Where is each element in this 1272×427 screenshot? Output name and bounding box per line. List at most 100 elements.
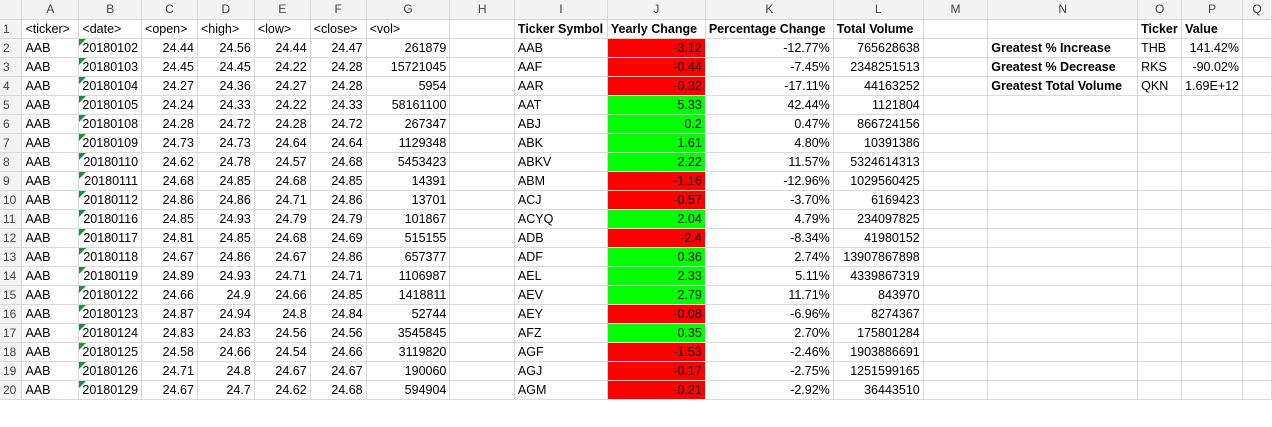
- number-cell[interactable]: 24.28: [141, 114, 198, 134]
- row-header[interactable]: 14: [0, 266, 23, 286]
- total-volume-cell[interactable]: 36443510: [833, 380, 924, 400]
- percentage-change-cell[interactable]: -2.92%: [705, 380, 834, 400]
- empty-cell[interactable]: [1242, 114, 1272, 134]
- yearly-change-cell[interactable]: 0.36: [607, 247, 706, 267]
- total-volume-cell[interactable]: 4339867319: [833, 266, 924, 286]
- empty-cell[interactable]: [1181, 285, 1243, 305]
- number-cell[interactable]: 3119820: [366, 342, 451, 362]
- percentage-change-cell[interactable]: -17.11%: [705, 76, 834, 96]
- empty-cell[interactable]: [1137, 152, 1183, 172]
- number-cell[interactable]: 24.79: [254, 209, 311, 229]
- ticker-cell[interactable]: AAB: [21, 380, 80, 400]
- empty-cell[interactable]: [923, 76, 989, 96]
- greatest-label-cell[interactable]: Greatest % Decrease: [987, 57, 1139, 77]
- number-cell[interactable]: 24.67: [254, 361, 311, 381]
- empty-cell[interactable]: [449, 114, 515, 134]
- empty-cell[interactable]: [1137, 304, 1183, 324]
- number-cell[interactable]: 24.33: [197, 95, 255, 115]
- column-header-b[interactable]: B: [78, 0, 143, 20]
- ticker-symbol-cell[interactable]: AFZ: [514, 323, 608, 343]
- percentage-change-cell[interactable]: 42.44%: [705, 95, 834, 115]
- empty-cell[interactable]: [923, 380, 989, 400]
- number-cell[interactable]: 5453423: [366, 152, 451, 172]
- number-cell[interactable]: 1129348: [366, 133, 451, 153]
- row-header[interactable]: 5: [0, 95, 23, 115]
- empty-cell[interactable]: [1181, 95, 1243, 115]
- number-cell[interactable]: 24.27: [141, 76, 198, 96]
- percentage-change-cell[interactable]: 4.79%: [705, 209, 834, 229]
- percentage-change-cell[interactable]: -2.46%: [705, 342, 834, 362]
- empty-cell[interactable]: [1181, 190, 1243, 210]
- column-header-d[interactable]: D: [197, 0, 255, 20]
- percentage-change-cell[interactable]: 0.47%: [705, 114, 834, 134]
- number-cell[interactable]: 261879: [366, 38, 451, 58]
- percentage-change-cell[interactable]: 11.71%: [705, 285, 834, 305]
- empty-cell[interactable]: [1242, 57, 1272, 77]
- number-cell[interactable]: 24.7: [197, 380, 255, 400]
- total-volume-cell[interactable]: 234097825: [833, 209, 924, 229]
- percentage-change-cell[interactable]: 5.11%: [705, 266, 834, 286]
- empty-cell[interactable]: [1242, 247, 1272, 267]
- empty-cell[interactable]: [1242, 133, 1272, 153]
- empty-cell[interactable]: [923, 171, 989, 191]
- date-cell[interactable]: 20180103: [78, 57, 143, 77]
- column-header-l[interactable]: L: [833, 0, 924, 20]
- empty-cell[interactable]: [449, 133, 515, 153]
- number-cell[interactable]: 24.67: [254, 247, 311, 267]
- empty-cell[interactable]: [923, 152, 989, 172]
- ticker-cell[interactable]: AAB: [21, 171, 80, 191]
- number-cell[interactable]: 24.56: [254, 323, 311, 343]
- date-cell[interactable]: 20180104: [78, 76, 143, 96]
- greatest-label-cell[interactable]: Greatest Total Volume: [987, 76, 1139, 96]
- column-header-h[interactable]: H: [449, 0, 515, 20]
- ticker-symbol-cell[interactable]: AAR: [514, 76, 608, 96]
- cell-q1[interactable]: [1242, 19, 1272, 39]
- row-header[interactable]: 8: [0, 152, 23, 172]
- row-header[interactable]: 9: [0, 171, 23, 191]
- total-volume-cell[interactable]: 10391386: [833, 133, 924, 153]
- empty-cell[interactable]: [923, 304, 989, 324]
- column-header-c[interactable]: C: [141, 0, 198, 20]
- number-cell[interactable]: 24.24: [141, 95, 198, 115]
- number-cell[interactable]: 24.45: [197, 57, 255, 77]
- ticker-symbol-cell[interactable]: AAT: [514, 95, 608, 115]
- number-cell[interactable]: 24.66: [254, 285, 311, 305]
- empty-cell[interactable]: [1242, 76, 1272, 96]
- empty-cell[interactable]: [1242, 323, 1272, 343]
- date-cell[interactable]: 20180129: [78, 380, 143, 400]
- ticker-symbol-cell[interactable]: ABK: [514, 133, 608, 153]
- total-volume-cell[interactable]: 765628638: [833, 38, 924, 58]
- empty-cell[interactable]: [449, 190, 515, 210]
- empty-cell[interactable]: [923, 247, 989, 267]
- empty-cell[interactable]: [449, 380, 515, 400]
- empty-cell[interactable]: [449, 361, 515, 381]
- number-cell[interactable]: 24.73: [197, 133, 255, 153]
- empty-cell[interactable]: [987, 342, 1139, 362]
- row-header[interactable]: 6: [0, 114, 23, 134]
- column-header-q[interactable]: Q: [1242, 0, 1272, 20]
- ticker-cell[interactable]: AAB: [21, 285, 80, 305]
- empty-cell[interactable]: [449, 76, 515, 96]
- empty-cell[interactable]: [1181, 266, 1243, 286]
- empty-cell[interactable]: [923, 285, 989, 305]
- column-header-f[interactable]: F: [310, 0, 367, 20]
- empty-cell[interactable]: [1137, 285, 1183, 305]
- number-cell[interactable]: 24.84: [310, 304, 367, 324]
- number-cell[interactable]: 24.56: [310, 323, 367, 343]
- empty-cell[interactable]: [987, 323, 1139, 343]
- header-cell[interactable]: <close>: [310, 19, 367, 39]
- percentage-change-cell[interactable]: -7.45%: [705, 57, 834, 77]
- empty-cell[interactable]: [1242, 285, 1272, 305]
- empty-cell[interactable]: [923, 133, 989, 153]
- number-cell[interactable]: 1106987: [366, 266, 451, 286]
- empty-cell[interactable]: [449, 342, 515, 362]
- empty-cell[interactable]: [987, 380, 1139, 400]
- date-cell[interactable]: 20180126: [78, 361, 143, 381]
- greatest-value-cell[interactable]: 1.69E+12: [1181, 76, 1243, 96]
- ticker-cell[interactable]: AAB: [21, 114, 80, 134]
- number-cell[interactable]: 24.62: [141, 152, 198, 172]
- yearly-change-cell[interactable]: 2.33: [607, 266, 706, 286]
- percentage-change-cell[interactable]: -12.77%: [705, 38, 834, 58]
- total-volume-cell[interactable]: 41980152: [833, 228, 924, 248]
- cell-n1[interactable]: [987, 19, 1139, 39]
